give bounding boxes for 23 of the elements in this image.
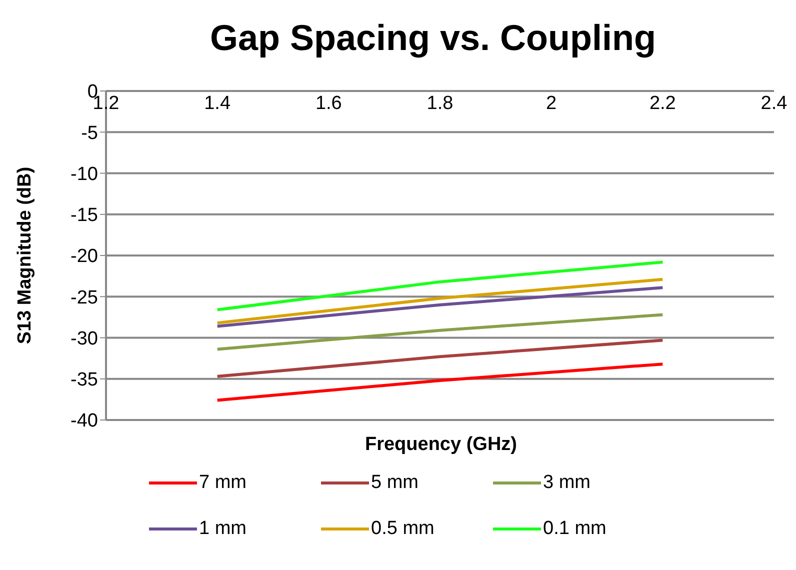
y-tick-label: -20 [70,246,98,268]
y-tick-label: -40 [70,410,98,432]
legend-label: 7 mm [199,472,246,494]
legend-label: 0.5 mm [371,518,434,540]
legend-label: 3 mm [543,472,590,494]
y-tick-label: -10 [70,164,98,185]
legend-label: 5 mm [371,472,418,494]
x-tick-label: 2 [546,93,557,114]
y-tick-label: -35 [70,370,98,391]
y-tick-label: -25 [70,287,98,308]
legend-label: 0.1 mm [543,518,606,540]
x-tick-label: 2.2 [649,93,676,114]
chart-title: Gap Spacing vs. Coupling [208,16,658,60]
x-tick-label: 1.4 [204,93,231,114]
y-tick-label: -5 [81,122,98,144]
y-tick-label: -15 [70,205,98,226]
x-tick-label: 1.8 [426,93,454,114]
x-tick-label: 1.6 [315,93,342,114]
x-tick-label: 2.4 [760,93,788,114]
legend-label: 1 mm [199,518,246,540]
y-axis-title: S13 Magnitude (dB) [14,166,36,344]
x-axis-title: Frequency (GHz) [364,434,518,456]
y-tick-label: -30 [70,328,98,350]
